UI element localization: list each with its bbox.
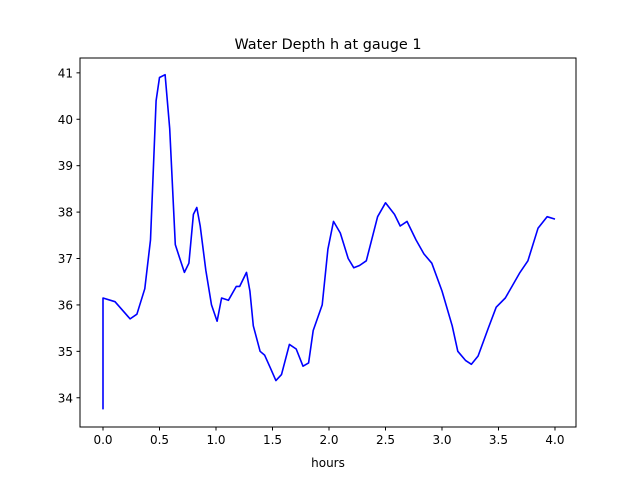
x-axis: 0.0 0.5 1.0 1.5 2.0 2.5 3.0 3.5 4.0 [93,427,565,447]
axes-frame [79,57,577,428]
x-tick-label: 2.0 [319,433,338,447]
x-tick-label: 4.0 [545,433,564,447]
x-axis-label: hours [311,456,345,470]
y-tick-label: 35 [58,345,73,359]
y-tick-label: 37 [58,252,73,266]
y-tick-label: 39 [58,159,73,173]
x-tick-label: 1.5 [263,433,282,447]
chart-title: Water Depth h at gauge 1 [234,37,421,53]
y-tick-label: 36 [58,298,73,312]
y-tick-label: 40 [58,113,73,127]
x-tick-label: 2.5 [376,433,395,447]
x-tick-label: 3.0 [432,433,451,447]
series-line-h [102,73,556,410]
plot-area [102,73,556,410]
x-tick-label: 0.0 [93,433,112,447]
x-tick-label: 3.5 [489,433,508,447]
y-tick-label: 41 [58,66,73,80]
x-tick-label: 0.5 [150,433,169,447]
y-axis: 34 35 36 37 38 39 40 41 [58,66,80,405]
y-tick-label: 34 [58,391,73,405]
x-tick-label: 1.0 [206,433,225,447]
y-tick-label: 38 [58,206,73,220]
